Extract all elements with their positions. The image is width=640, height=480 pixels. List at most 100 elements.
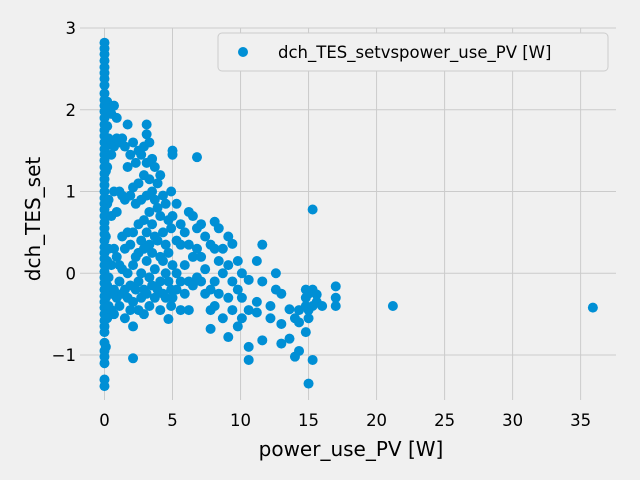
data-point (217, 313, 228, 324)
data-point (155, 305, 166, 316)
y-tick-label: 3 (66, 19, 77, 38)
y-tick-label: 0 (66, 264, 77, 283)
x-tick-label: 30 (502, 411, 523, 430)
data-point (300, 327, 311, 338)
legend-label: dch_TES_setvspower_use_PV [W] (278, 43, 551, 63)
data-point (102, 161, 113, 172)
data-point (160, 198, 171, 209)
data-point (205, 284, 216, 295)
data-point (257, 239, 268, 250)
data-point (167, 292, 178, 303)
data-point (187, 280, 198, 291)
data-point (109, 309, 120, 320)
data-point (100, 341, 111, 352)
y-tick-label: 1 (66, 183, 77, 202)
data-point (138, 309, 149, 320)
data-point (223, 231, 234, 242)
data-point (144, 174, 155, 185)
data-point (166, 223, 177, 234)
data-point (149, 161, 160, 172)
x-axis-label: power_use_PV [W] (259, 437, 444, 461)
data-point (175, 276, 186, 287)
data-point (149, 194, 160, 205)
data-point (167, 149, 178, 160)
data-points (99, 37, 598, 392)
data-point (209, 243, 220, 254)
data-point (99, 327, 110, 338)
data-point (223, 332, 234, 343)
data-point (133, 178, 144, 189)
data-point (243, 305, 254, 316)
y-tick-label: −1 (52, 346, 76, 365)
data-point (136, 149, 147, 160)
data-point (128, 227, 139, 238)
y-axis-label: dch_TES_set (21, 157, 45, 282)
data-point (160, 239, 171, 250)
data-point (251, 296, 262, 307)
data-point (119, 141, 130, 152)
data-point (144, 239, 155, 250)
data-point (171, 284, 182, 295)
x-tick-label: 25 (434, 411, 455, 430)
data-point (147, 186, 158, 197)
data-point (243, 354, 254, 365)
data-point (200, 264, 211, 275)
data-point (128, 260, 139, 271)
data-point (130, 157, 141, 168)
legend-marker (238, 47, 248, 57)
data-point (125, 305, 136, 316)
data-point (276, 288, 287, 299)
data-point (125, 149, 136, 160)
data-point (99, 80, 110, 91)
data-point (133, 276, 144, 287)
data-point (236, 268, 247, 279)
data-point (179, 260, 190, 271)
data-point (103, 194, 114, 205)
data-point (205, 323, 216, 334)
data-point (111, 251, 122, 262)
data-point (106, 149, 117, 160)
data-point (183, 239, 194, 250)
data-point (311, 289, 322, 300)
data-point (149, 292, 160, 303)
data-point (223, 292, 234, 303)
data-point (141, 227, 152, 238)
data-point (232, 321, 243, 332)
legend: dch_TES_setvspower_use_PV [W] (217, 32, 609, 72)
data-point (157, 227, 168, 238)
data-point (227, 238, 238, 249)
data-point (232, 284, 243, 295)
data-point (141, 119, 152, 130)
data-point (147, 219, 158, 230)
data-point (175, 305, 186, 316)
data-point (155, 170, 166, 181)
x-tick-label: 10 (230, 411, 251, 430)
data-point (307, 204, 318, 215)
data-point (102, 121, 113, 132)
data-point (232, 256, 243, 267)
data-point (103, 272, 114, 283)
data-point (149, 264, 160, 275)
data-point (213, 288, 224, 299)
data-point (109, 284, 120, 295)
data-point (152, 235, 163, 246)
data-point (179, 227, 190, 238)
data-point (200, 231, 211, 242)
data-point (166, 300, 177, 311)
data-point (136, 268, 147, 279)
data-point (152, 202, 163, 213)
data-point (330, 292, 341, 303)
legend-box (217, 32, 609, 72)
data-point (209, 300, 220, 311)
data-point (155, 211, 166, 222)
x-tick-label: 35 (570, 411, 591, 430)
data-point (265, 300, 276, 311)
data-point (175, 239, 186, 250)
data-point (236, 292, 247, 303)
data-point (106, 260, 117, 271)
data-point (265, 313, 276, 324)
data-point (144, 300, 155, 311)
data-point (303, 378, 314, 389)
data-point (257, 276, 268, 287)
data-point (114, 300, 125, 311)
